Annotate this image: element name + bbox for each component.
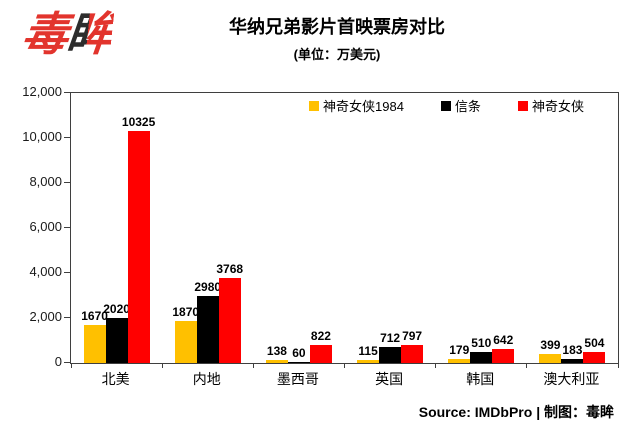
bar: 10325 xyxy=(122,116,155,363)
chart-unit-subtitle: (单位：万美元) xyxy=(293,47,381,62)
x-category-label: 韩国 xyxy=(466,371,495,387)
bar: 179 xyxy=(448,344,471,363)
bar: 2020 xyxy=(103,303,130,363)
y-axis-tick xyxy=(64,362,70,363)
bar-value-label: 2020 xyxy=(103,301,130,316)
bar: 399 xyxy=(539,339,562,363)
y-tick-label: 4,000 xyxy=(29,264,62,279)
bar: 797 xyxy=(401,330,424,363)
bar-value-label: 510 xyxy=(471,335,492,350)
bar: 3768 xyxy=(216,263,243,363)
bar-group-2: 1870 2980 3768 xyxy=(162,93,253,363)
y-axis-tick xyxy=(64,272,70,273)
y-tick-label: 10,000 xyxy=(22,129,62,144)
logo-char-du: 毒 xyxy=(19,8,70,60)
y-tick-label: 12,000 xyxy=(22,84,62,99)
bar-value-label: 138 xyxy=(266,343,287,358)
plot-area: 神奇女侠1984 信条 神奇女侠 1670 2020 10325 1870 2980 3768… xyxy=(64,92,619,368)
dukmou-logo: 毒眸 xyxy=(19,4,115,64)
bar-value-label: 504 xyxy=(584,335,605,350)
bar-value-label: 179 xyxy=(449,342,470,357)
legend-label: 神奇女侠 xyxy=(531,99,584,114)
legend-item: 神奇女侠1984 xyxy=(309,96,404,115)
bar-group-4: 115 712 797 xyxy=(345,93,436,363)
y-axis-labels: 0 2,000 4,000 6,000 8,000 10,000 12,000 xyxy=(0,84,62,369)
legend-swatch xyxy=(517,100,528,111)
x-axis-tick xyxy=(435,363,437,368)
chart-title: 华纳兄弟影片首映票房对比 xyxy=(229,17,445,37)
x-axis-tick xyxy=(344,363,345,368)
legend-swatch xyxy=(309,100,319,111)
logo-char-mou: 眸 xyxy=(64,8,115,60)
bar-group-1: 1670 2020 10325 xyxy=(71,93,162,363)
bar-value-label: 797 xyxy=(402,329,423,344)
x-category-label: 澳大利亚 xyxy=(543,371,600,387)
legend-label: 神奇女侠1984 xyxy=(323,99,404,114)
y-tick-label: 8,000 xyxy=(29,174,62,189)
source-note: Source: IMDbPro | 制图：毒眸 xyxy=(418,404,614,420)
bar-value-label: 3768 xyxy=(216,262,244,277)
bar: 504 xyxy=(583,337,606,363)
bar-group-5: 179 510 642 xyxy=(436,93,527,363)
bar: 138 xyxy=(265,345,288,363)
y-axis-tick xyxy=(64,137,70,138)
y-axis-tick xyxy=(64,92,70,93)
bar: 510 xyxy=(470,337,493,363)
y-axis-tick xyxy=(64,317,70,318)
x-category-label: 北美 xyxy=(101,371,130,387)
bar: 1870 xyxy=(172,306,199,363)
bar: 712 xyxy=(379,332,402,363)
x-axis-labels: 北美 内地 墨西哥 英国 韩国 澳大利亚 xyxy=(70,369,617,389)
bar-value-label: 2980 xyxy=(194,279,222,294)
legend-label: 信条 xyxy=(454,99,481,114)
x-category-label: 英国 xyxy=(375,371,404,387)
bar-group-3: 138 60 822 xyxy=(253,93,344,363)
bar-value-label: 183 xyxy=(562,342,583,357)
bar: 2980 xyxy=(194,281,221,363)
legend: 神奇女侠1984 信条 神奇女侠 xyxy=(309,96,584,115)
bar-value-label: 60 xyxy=(292,345,306,360)
bar-value-label: 642 xyxy=(493,332,514,347)
y-tick-label: 6,000 xyxy=(29,219,62,234)
legend-item: 信条 xyxy=(440,96,481,115)
bar: 115 xyxy=(357,345,380,363)
x-category-label: 墨西哥 xyxy=(276,371,319,387)
x-axis-tick xyxy=(252,363,254,368)
bar: 1670 xyxy=(81,310,108,363)
x-axis-tick xyxy=(617,363,619,368)
y-axis-tick xyxy=(64,227,70,228)
bar-value-label: 399 xyxy=(540,338,561,353)
x-axis-tick xyxy=(526,363,528,368)
bar-value-label: 712 xyxy=(380,330,401,345)
bar-value-label: 10325 xyxy=(121,114,156,129)
y-tick-label: 0 xyxy=(54,354,62,369)
bar-value-label: 115 xyxy=(358,344,378,359)
bar: 642 xyxy=(492,334,515,363)
x-axis-tick xyxy=(70,363,72,368)
legend-swatch xyxy=(440,100,451,111)
y-axis-tick xyxy=(64,182,70,183)
y-tick-label: 2,000 xyxy=(29,309,62,324)
bar: 822 xyxy=(309,330,332,363)
x-axis-tick xyxy=(161,363,163,368)
bar: 60 xyxy=(287,347,310,363)
bar-value-label: 1870 xyxy=(172,304,200,319)
bar-group-6: 399 183 504 xyxy=(527,93,618,363)
x-category-label: 内地 xyxy=(192,371,221,387)
bar: 183 xyxy=(561,344,584,363)
bar-value-label: 822 xyxy=(310,328,331,343)
bar-value-label: 1670 xyxy=(81,309,108,324)
legend-item: 神奇女侠 xyxy=(517,96,584,115)
